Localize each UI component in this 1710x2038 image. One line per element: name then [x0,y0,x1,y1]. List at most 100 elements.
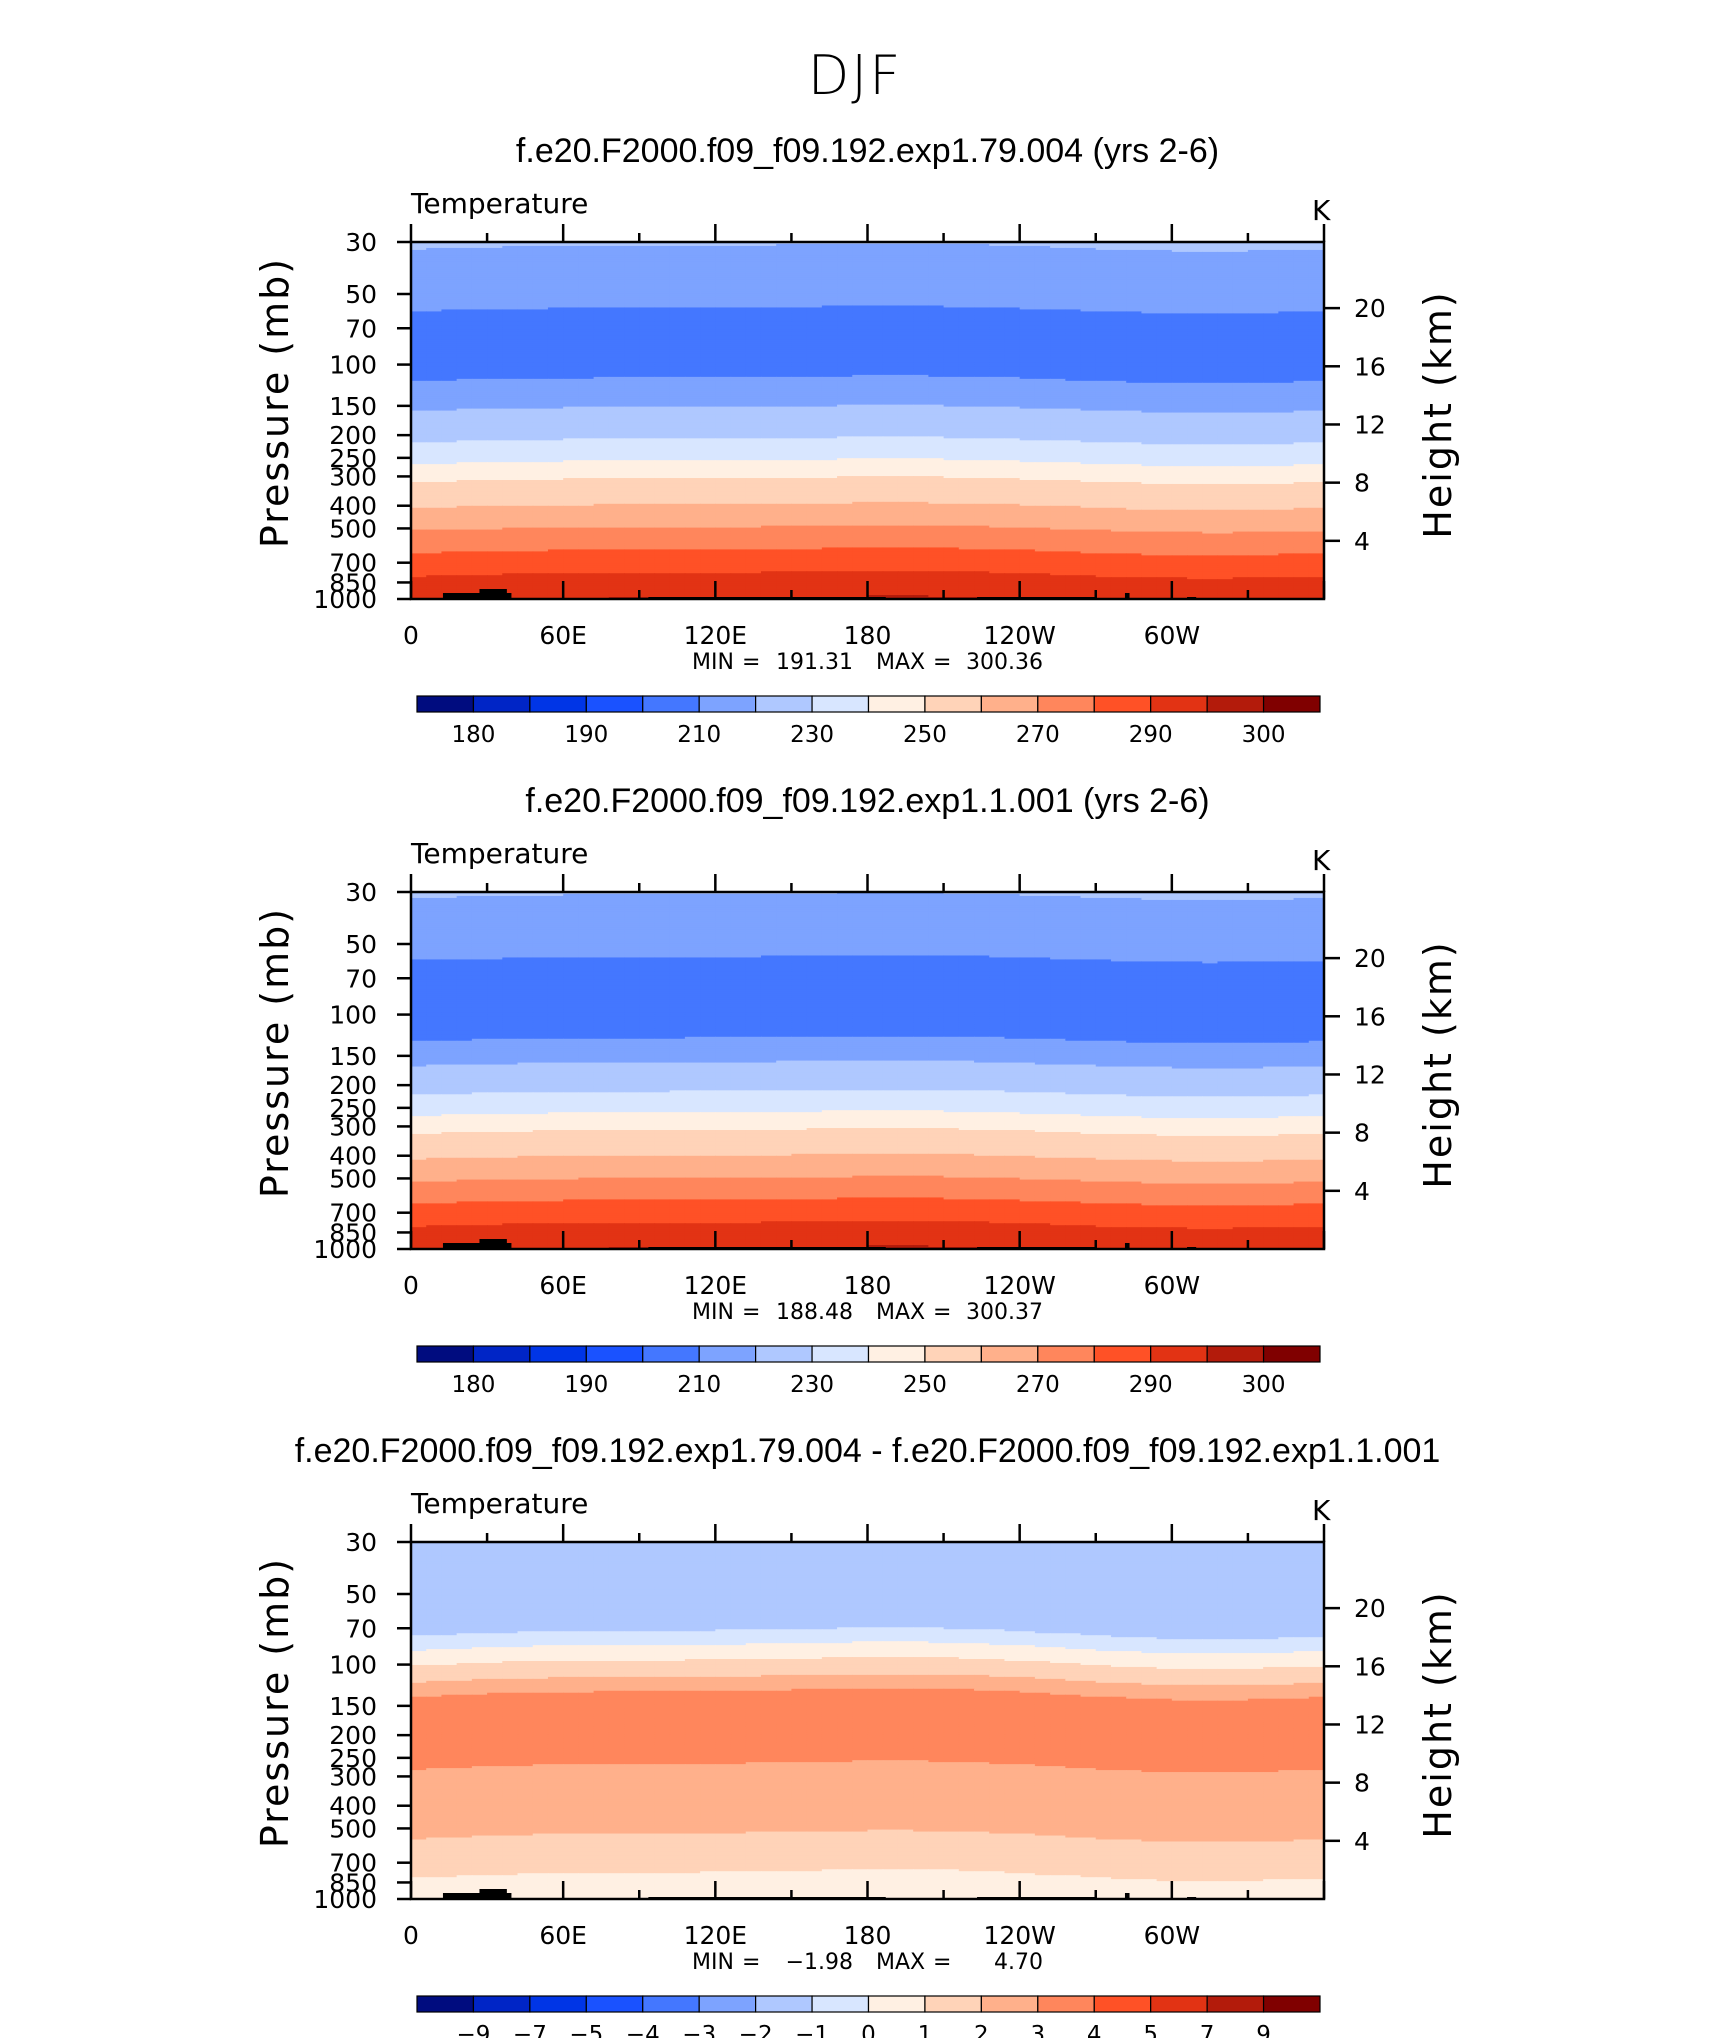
contour-cell [563,376,579,380]
contour-cell [639,243,656,247]
contour-cell [715,287,732,291]
contour-cell [563,323,579,326]
contour-cell [684,357,701,360]
contour-cell [989,366,1006,370]
contour-cell [456,374,473,378]
contour-cell [1247,337,1264,340]
contour-cell [411,337,427,340]
contour-cell [776,283,793,287]
contour-cell [700,335,716,338]
contour-cell [639,263,656,267]
contour-cell [1263,357,1279,360]
contour-cell [1141,283,1158,287]
contour-cell [700,331,716,334]
contour-cell [1050,313,1066,316]
contour-cell [1095,275,1112,279]
contour-cell [943,313,960,316]
contour-cell [684,293,701,297]
contour-cell [517,273,534,277]
contour-cell [1141,341,1158,344]
contour-cell [456,353,473,356]
contour-cell [1232,273,1249,277]
contour-cell [563,255,579,259]
contour-cell [471,301,488,305]
contour-cell [958,325,975,328]
contour-cell [913,325,929,328]
contour-cell [700,323,716,326]
contour-cell [958,275,975,279]
contour-cell [791,341,808,344]
contour-cell [821,269,838,273]
contour-cell [517,289,534,293]
contour-cell [806,301,823,305]
contour-cell [441,263,458,267]
contour-cell [411,263,427,267]
contour-cell [1187,376,1203,380]
contour-cell [1232,267,1249,271]
contour-cell [791,247,808,251]
contour-cell [1187,370,1203,374]
contour-cell [776,321,793,324]
contour-cell [1126,261,1142,265]
contour-cell [1019,331,1036,334]
contour-cell [760,364,777,368]
contour-cell [989,315,1006,318]
contour-cell [1050,355,1066,358]
contour-cell [1095,295,1112,299]
contour-cell [1080,267,1097,271]
contour-cell [1263,333,1279,336]
contour-cell [517,370,534,374]
contour-cell [639,289,656,293]
contour-cell [928,357,945,360]
contour-cell [1095,305,1112,309]
contour-cell [456,376,473,380]
contour-cell [1019,261,1036,265]
contour-cell [1171,307,1188,311]
contour-cell [958,343,975,346]
contour-cell [471,287,488,291]
contour-cell [547,285,564,289]
contour-cell [806,335,823,338]
contour-cell [1308,287,1324,291]
contour-cell [639,311,656,314]
contour-cell [578,378,595,382]
contour-cell [1156,376,1173,380]
contour-cell [1187,289,1203,293]
contour-cell [700,257,716,261]
contour-cell [958,339,975,342]
contour-cell [426,243,443,247]
contour-cell [669,271,686,275]
contour-cell [1278,277,1295,281]
contour-cell [1141,370,1158,374]
contour-cell [1247,287,1264,291]
contour-cell [456,361,473,364]
contour-cell [608,368,625,372]
contour-cell [1247,319,1264,322]
contour-cell [1080,245,1097,249]
contour-cell [760,307,777,311]
contour-cell [943,343,960,346]
contour-cell [989,329,1006,332]
contour-cell [593,329,610,332]
contour-cell [1217,257,1234,261]
contour-cell [715,325,732,328]
contour-cell [852,271,869,275]
contour-cell [593,339,610,342]
contour-cell [654,273,671,277]
contour-cell [1278,315,1295,318]
contour-cell [578,321,595,324]
contour-cell [1263,265,1279,269]
contour-cell [1293,293,1310,297]
contour-cell [1263,319,1279,322]
contour-cell [1247,331,1264,334]
contour-cell [471,309,488,313]
contour-cell [1247,366,1264,370]
contour-cell [1232,279,1249,283]
contour-cell [867,273,884,277]
contour-cell [1141,279,1158,283]
contour-cell [1308,263,1324,267]
contour-cell [928,243,945,247]
contour-cell [943,357,960,360]
contour-cell [1202,273,1219,277]
contour-cell [715,327,732,330]
